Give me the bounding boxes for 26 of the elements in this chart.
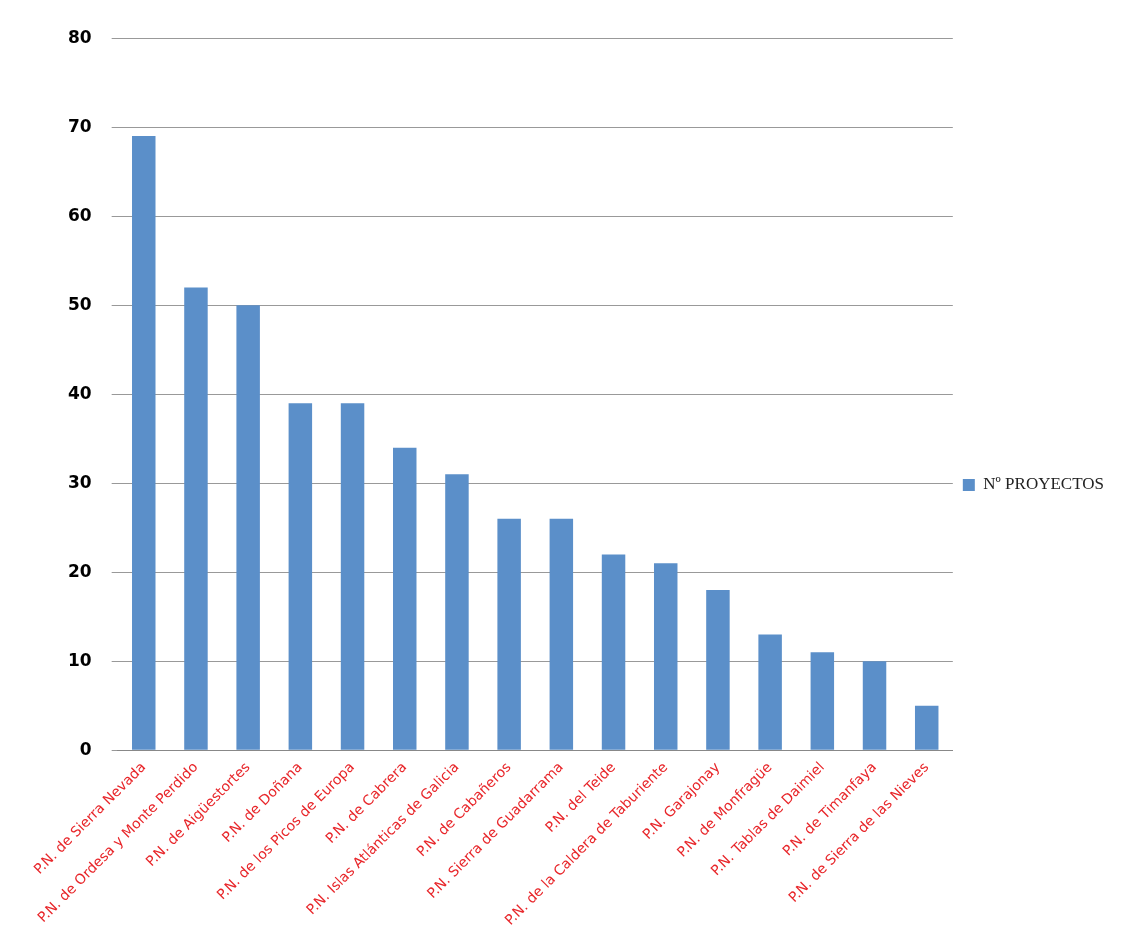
bar xyxy=(653,563,678,750)
legend-label: Nº PROYECTOS xyxy=(983,474,1105,494)
bar xyxy=(236,305,260,750)
bar xyxy=(340,403,365,750)
y-tick-label: 80 xyxy=(67,26,92,47)
bar xyxy=(914,705,939,750)
y-tick-label: 50 xyxy=(67,293,92,314)
y-tick-label: 70 xyxy=(67,115,92,136)
y-tick-label: 20 xyxy=(67,560,92,581)
bar xyxy=(445,474,469,750)
bar xyxy=(549,518,574,750)
bar xyxy=(862,661,887,750)
bar xyxy=(184,287,208,750)
bar xyxy=(810,652,835,750)
bar xyxy=(706,590,730,750)
y-tick-label: 40 xyxy=(67,382,92,403)
bar xyxy=(393,447,417,750)
y-tick-label: 10 xyxy=(67,649,92,670)
bar xyxy=(758,634,782,750)
y-tick-label: 60 xyxy=(67,204,92,225)
y-tick-label: 0 xyxy=(79,738,92,759)
bar xyxy=(497,518,521,750)
bar xyxy=(132,136,156,750)
bar xyxy=(288,403,313,750)
y-tick-label: 30 xyxy=(67,471,92,492)
bar xyxy=(601,554,626,750)
